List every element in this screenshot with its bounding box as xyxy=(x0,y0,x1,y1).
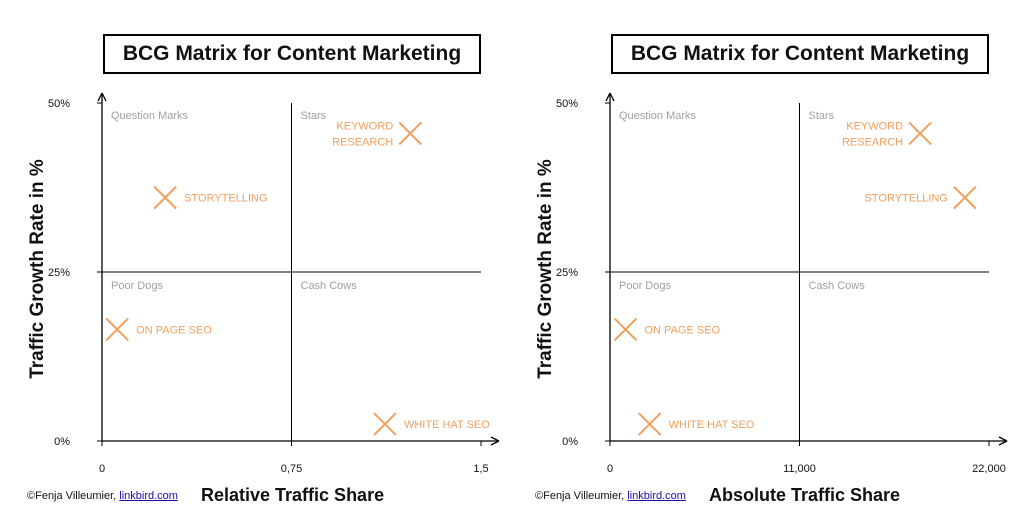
credit-line: ©Fenja Villeumier, linkbird.com xyxy=(535,490,686,502)
x-marker-icon xyxy=(908,121,932,146)
credit-text: ©Fenja Villeumier, xyxy=(27,490,120,502)
x-marker-icon xyxy=(398,121,422,146)
credit-line: ©Fenja Villeumier, linkbird.com xyxy=(27,490,178,502)
data-point-label: ON PAGE SEO xyxy=(136,324,212,336)
y-tick-label: 25% xyxy=(556,267,578,279)
x-marker-icon xyxy=(637,412,662,436)
data-point: ON PAGE SEO xyxy=(613,317,721,342)
data-point-label: WHITE HAT SEO xyxy=(669,419,755,431)
chart-plot-area: 0 11,000 22,000 0% 25% 50% Question Marks Stars… xyxy=(556,92,1008,475)
credit-link[interactable]: linkbird.com xyxy=(627,490,686,502)
quadrant-label-stars: Stars xyxy=(301,110,327,122)
x-marker-icon xyxy=(613,317,638,342)
quadrant-label-poor-dogs: Poor Dogs xyxy=(111,280,163,292)
data-point: WHITE HAT SEO xyxy=(373,412,490,436)
x-tick-label: 1,5 xyxy=(473,463,488,475)
x-tick-label: 0 xyxy=(99,463,105,475)
credit-text: ©Fenja Villeumier, xyxy=(535,490,628,502)
y-tick-label: 0% xyxy=(54,436,70,448)
bcg-chart-absolute: BCG Matrix for Content Marketing Traffic… xyxy=(508,0,1016,532)
data-point: ON PAGE SEO xyxy=(105,317,212,342)
bcg-chart-relative: BCG Matrix for Content Marketing Traffic… xyxy=(0,0,508,532)
data-point-label: ON PAGE SEO xyxy=(645,324,721,336)
quadrant-label-cash-cows: Cash Cows xyxy=(301,280,358,292)
quadrant-label-stars: Stars xyxy=(809,110,835,122)
data-point: WHITE HAT SEO xyxy=(637,412,755,436)
x-axis-arrow xyxy=(998,436,1008,446)
y-axis-arrow xyxy=(605,92,615,102)
quadrant-label-cash-cows: Cash Cows xyxy=(809,280,866,292)
data-point: KEYWORD RESEARCH xyxy=(842,120,932,148)
y-tick-label: 0% xyxy=(562,436,578,448)
y-tick-label: 50% xyxy=(556,98,578,110)
x-tick-label: 22,000 xyxy=(972,463,1006,475)
y-tick-label: 50% xyxy=(48,98,70,110)
credit-link[interactable]: linkbird.com xyxy=(119,490,178,502)
data-point-label: STORYTELLING xyxy=(865,193,948,205)
x-tick-label: 11,000 xyxy=(783,463,816,475)
x-axis-label: Absolute Traffic Share xyxy=(709,485,901,505)
chart-title: BCG Matrix for Content Marketing xyxy=(103,34,481,74)
x-marker-icon xyxy=(953,185,977,210)
x-marker-icon xyxy=(373,412,397,436)
data-point-label: WHITE HAT SEO xyxy=(404,419,490,431)
y-axis-arrow xyxy=(97,92,107,102)
x-axis-arrow xyxy=(490,436,500,446)
x-tick-label: 0 xyxy=(607,463,613,475)
data-point: STORYTELLING xyxy=(865,185,977,210)
quadrant-label-question-marks: Question Marks xyxy=(619,110,697,122)
data-point: KEYWORD RESEARCH xyxy=(332,120,422,148)
data-point-label: STORYTELLING xyxy=(184,193,267,205)
quadrant-label-question-marks: Question Marks xyxy=(111,110,189,122)
x-tick-label: 0,75 xyxy=(281,463,302,475)
chart-plot-area: 0 0,75 1,5 0% 25% 50% Question Marks Stars Poor … xyxy=(48,92,500,475)
data-point-label: KEYWORD RESEARCH xyxy=(842,120,903,148)
x-marker-icon xyxy=(153,185,177,210)
y-tick-label: 25% xyxy=(48,267,70,279)
quadrant-label-poor-dogs: Poor Dogs xyxy=(619,280,671,292)
data-point-label: KEYWORD RESEARCH xyxy=(332,120,393,148)
data-point: STORYTELLING xyxy=(153,185,268,210)
x-axis-label: Relative Traffic Share xyxy=(201,485,385,505)
x-marker-icon xyxy=(105,317,129,342)
chart-title: BCG Matrix for Content Marketing xyxy=(611,34,989,74)
